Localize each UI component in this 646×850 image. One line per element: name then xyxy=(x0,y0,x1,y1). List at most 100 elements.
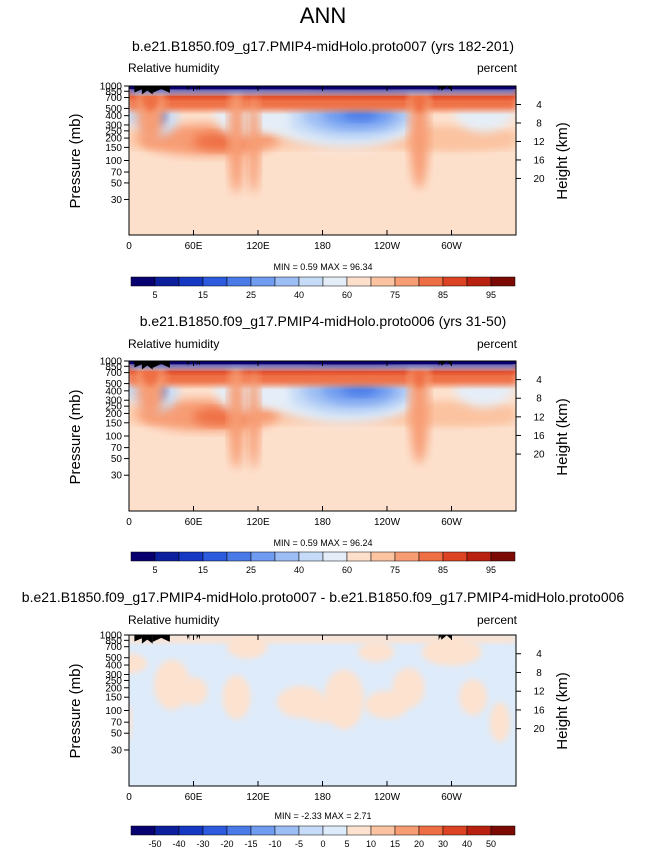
y2-tick-label: 4 xyxy=(536,100,542,111)
colorbar-label: 85 xyxy=(438,565,448,575)
colorbar-swatch xyxy=(178,825,204,836)
y-tick-label: 1000 xyxy=(100,82,123,93)
colorbar-swatch xyxy=(178,276,204,287)
topography xyxy=(187,361,190,366)
panel-1: b.e21.B1850.f09_g17.PMIP4-midHolo.proto0… xyxy=(67,38,571,300)
y-tick-label: 50 xyxy=(111,178,123,189)
contour-field xyxy=(129,86,516,235)
x-tick-label: 120E xyxy=(246,792,270,803)
colorbar-label: 5 xyxy=(152,290,157,300)
colorbar-swatch xyxy=(322,551,348,562)
x-tick-label: 180 xyxy=(314,241,331,252)
x-tick-label: 60E xyxy=(185,792,203,803)
colorbar-swatch xyxy=(418,276,444,287)
colorbar-swatch xyxy=(274,551,300,562)
min-max-stats: MIN = 0.59 MAX = 96.24 xyxy=(273,538,372,548)
y-tick-label: 850 xyxy=(105,87,122,98)
contour-field xyxy=(129,635,516,786)
colorbar-swatch xyxy=(226,276,252,287)
min-max-stats: MIN = 0.59 MAX = 96.34 xyxy=(273,262,372,272)
colorbar: -50 -40 -30 -20 -15 -10 -5 0 5 10 15 20 30 40 50 xyxy=(130,825,516,849)
topography xyxy=(141,361,153,370)
colorbar-label: 5 xyxy=(152,565,157,575)
colorbar-label: 85 xyxy=(438,290,448,300)
x-tick-label: 60E xyxy=(185,241,203,252)
y-tick-label: 200 xyxy=(105,683,122,694)
colorbar-swatch xyxy=(418,551,444,562)
y-tick-label: 850 xyxy=(105,636,122,647)
colorbar-swatch xyxy=(250,825,276,836)
x-tick-label: 60W xyxy=(441,792,462,803)
colorbar-label: -30 xyxy=(196,839,209,849)
colorbar-label: 50 xyxy=(486,839,496,849)
colorbar-swatch xyxy=(298,276,324,287)
colorbar-swatch xyxy=(130,825,156,836)
polar-dry-band xyxy=(129,91,516,95)
x-tick-label: 0 xyxy=(126,792,132,803)
colorbar-swatch xyxy=(490,551,516,562)
y2-tick-label: 12 xyxy=(533,137,545,148)
y-tick-label: 100 xyxy=(105,706,122,717)
y-tick-label: 400 xyxy=(105,661,122,672)
colorbar-label: 30 xyxy=(438,839,448,849)
panel-title: b.e21.B1850.f09_g17.PMIP4-midHolo.proto0… xyxy=(22,589,625,605)
topography xyxy=(196,361,200,366)
y2-tick-label: 4 xyxy=(536,649,542,660)
colorbar: 5 15 25 40 60 75 85 95 xyxy=(130,551,516,575)
topography xyxy=(187,635,190,640)
convection-maritime xyxy=(228,361,245,469)
convection-maritime xyxy=(228,86,245,194)
colorbar-swatch xyxy=(202,825,228,836)
topography xyxy=(441,635,452,640)
y-tick-label: 500 xyxy=(105,104,122,115)
colorbar-label: 15 xyxy=(390,839,400,849)
x-tick-label: 120W xyxy=(374,241,401,252)
colorbar-label: 0 xyxy=(320,839,325,849)
positive-anomaly-12 xyxy=(459,679,487,716)
colorbar-swatch xyxy=(394,825,420,836)
colorbar-swatch xyxy=(466,825,492,836)
figure-title: ANN xyxy=(300,3,346,28)
topography xyxy=(438,86,442,92)
x-tick-label: 0 xyxy=(126,517,132,528)
colorbar-label: 25 xyxy=(246,565,256,575)
y-tick-label: 500 xyxy=(105,379,122,390)
y-tick-label: 70 xyxy=(111,168,123,179)
y2-tick-label: 16 xyxy=(533,155,545,166)
colorbar-swatch xyxy=(442,551,468,562)
y2-tick-label: 8 xyxy=(536,394,542,405)
y2-tick-label: 12 xyxy=(533,412,545,423)
x-tick-label: 60W xyxy=(441,241,462,252)
colorbar-label: 10 xyxy=(366,839,376,849)
y-tick-label: 200 xyxy=(105,134,122,145)
topography xyxy=(196,86,200,91)
y-tick-label: 30 xyxy=(111,195,123,206)
x-tick-label: 120W xyxy=(374,517,401,528)
min-max-stats: MIN = -2.33 MAX = 2.71 xyxy=(274,811,371,821)
topography xyxy=(152,635,170,642)
colorbar-swatch xyxy=(322,825,348,836)
y-tick-label: 300 xyxy=(105,670,122,681)
colorbar-label: 20 xyxy=(414,839,424,849)
topography xyxy=(441,361,452,366)
panel-title: b.e21.B1850.f09_g17.PMIP4-midHolo.proto0… xyxy=(140,313,507,329)
colorbar-swatch xyxy=(394,551,420,562)
x-tick-label: 120W xyxy=(374,792,401,803)
y2-tick-label: 16 xyxy=(533,431,545,442)
colorbar-label: 40 xyxy=(462,839,472,849)
colorbar-swatch xyxy=(394,276,420,287)
units-label: percent xyxy=(477,337,518,351)
colorbar-label: 15 xyxy=(198,290,208,300)
y2-tick-label: 16 xyxy=(533,705,545,716)
contour-field xyxy=(129,361,516,511)
axes: 0 60E 120E 180 120W 60W1000850700500400300250… xyxy=(100,82,545,253)
colorbar-label: 40 xyxy=(294,565,304,575)
axes: 0 60E 120E 180 120W 60W1000850700500400300250… xyxy=(100,631,545,804)
panel-2: b.e21.B1850.f09_g17.PMIP4-midHolo.proto0… xyxy=(67,313,571,575)
y-tick-label: 70 xyxy=(111,718,123,729)
convection-amazon xyxy=(409,361,430,464)
colorbar-swatch xyxy=(346,551,372,562)
colorbar-swatch xyxy=(202,551,228,562)
colorbar-swatch xyxy=(226,551,252,562)
y-tick-label: 500 xyxy=(105,653,122,664)
